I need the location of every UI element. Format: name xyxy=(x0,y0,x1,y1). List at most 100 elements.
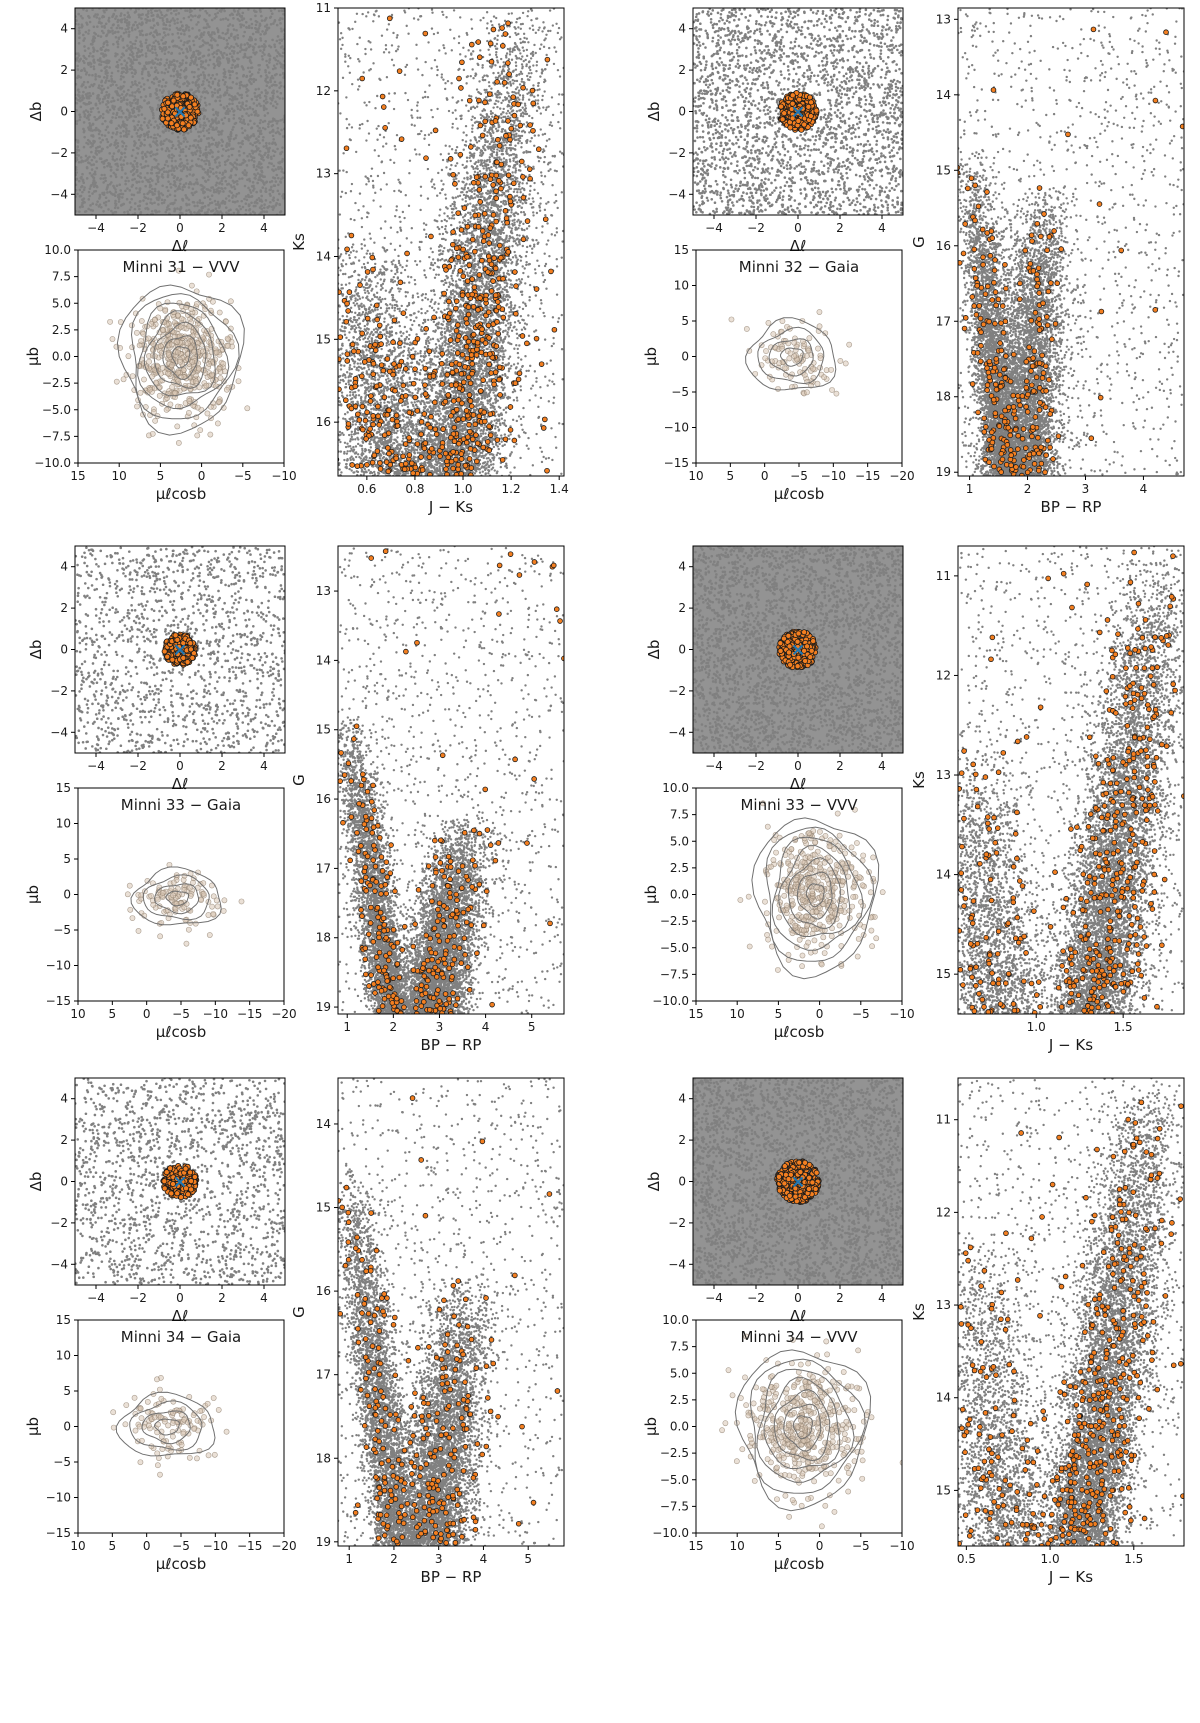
field-star xyxy=(470,18,472,20)
field-star xyxy=(268,61,271,64)
field-star xyxy=(149,201,152,204)
field-star xyxy=(464,244,466,246)
y-tick-label: 5.0 xyxy=(52,296,71,310)
field-star xyxy=(134,21,137,24)
field-star xyxy=(101,101,104,104)
field-star xyxy=(114,200,117,203)
field-star xyxy=(140,43,143,46)
field-star xyxy=(122,120,125,123)
field-star xyxy=(80,85,83,88)
field-star xyxy=(164,164,167,167)
field-star xyxy=(112,132,115,135)
field-star xyxy=(95,149,98,152)
field-star xyxy=(279,119,282,122)
field-star xyxy=(78,42,81,45)
field-star xyxy=(162,95,165,98)
field-star xyxy=(104,120,107,123)
field-star xyxy=(101,123,104,126)
field-star xyxy=(108,93,111,96)
field-star xyxy=(258,142,261,145)
field-star xyxy=(245,104,248,107)
field-star xyxy=(214,200,217,203)
pm-point xyxy=(169,363,174,368)
field-star xyxy=(112,43,115,46)
field-star xyxy=(240,44,243,47)
field-star xyxy=(96,118,99,121)
field-star xyxy=(83,81,86,84)
pm-point xyxy=(121,377,126,382)
field-star xyxy=(271,124,274,127)
field-star xyxy=(259,33,262,36)
field-star xyxy=(172,39,175,42)
field-star xyxy=(162,19,165,22)
field-star xyxy=(146,124,149,127)
pm-point xyxy=(169,385,174,390)
minni31-vvv-pm-panel: 15 10 5 0 −5 −1010.07.55.02.50.0−2.5−5.0−7.5−… xyxy=(24,243,297,503)
field-star xyxy=(278,203,281,206)
field-star xyxy=(243,108,246,111)
field-star xyxy=(121,110,124,113)
field-star xyxy=(324,370,326,372)
field-star xyxy=(532,84,534,86)
field-star xyxy=(272,199,275,202)
field-star xyxy=(170,186,173,189)
field-star xyxy=(199,201,202,204)
field-star xyxy=(230,148,233,151)
field-star xyxy=(131,68,134,71)
field-star xyxy=(226,111,229,114)
field-star xyxy=(239,208,242,211)
field-star xyxy=(131,51,134,54)
field-star xyxy=(229,74,232,77)
field-star xyxy=(82,34,85,37)
field-star xyxy=(116,53,119,56)
field-star xyxy=(173,180,176,183)
field-star xyxy=(139,200,142,203)
field-star xyxy=(246,164,249,167)
field-star xyxy=(81,99,84,102)
field-star xyxy=(169,194,172,197)
field-star xyxy=(242,12,245,15)
field-star xyxy=(273,154,276,157)
field-star xyxy=(155,57,158,60)
field-star xyxy=(305,297,307,299)
field-star xyxy=(231,196,234,199)
field-star xyxy=(253,92,256,95)
field-star xyxy=(238,150,241,153)
field-star xyxy=(255,191,258,194)
field-star xyxy=(121,145,124,148)
field-star xyxy=(256,98,259,101)
field-star xyxy=(107,111,110,114)
field-star xyxy=(217,150,220,153)
field-star xyxy=(92,92,95,95)
field-star xyxy=(221,183,224,186)
field-star xyxy=(200,63,203,66)
field-star xyxy=(243,198,246,201)
field-star xyxy=(249,212,252,215)
field-star xyxy=(262,136,265,139)
field-star xyxy=(100,22,103,25)
field-star xyxy=(140,85,143,88)
field-star xyxy=(227,29,230,32)
field-star xyxy=(113,144,116,147)
field-star xyxy=(189,11,192,14)
field-star xyxy=(231,99,234,102)
field-star xyxy=(245,26,248,29)
field-star xyxy=(221,144,224,147)
field-star xyxy=(205,148,208,151)
field-star xyxy=(128,111,131,114)
field-star xyxy=(359,409,361,411)
field-star xyxy=(153,134,156,137)
field-star xyxy=(202,124,205,127)
field-star xyxy=(172,183,175,186)
field-star xyxy=(82,102,85,105)
field-star xyxy=(215,184,218,187)
field-star xyxy=(220,52,223,55)
field-star xyxy=(173,207,176,210)
pm-point xyxy=(168,402,173,407)
field-star xyxy=(277,120,280,123)
field-star xyxy=(208,132,211,135)
field-star xyxy=(127,180,130,183)
field-star xyxy=(214,78,217,81)
field-star xyxy=(167,189,170,192)
field-star xyxy=(97,34,100,37)
